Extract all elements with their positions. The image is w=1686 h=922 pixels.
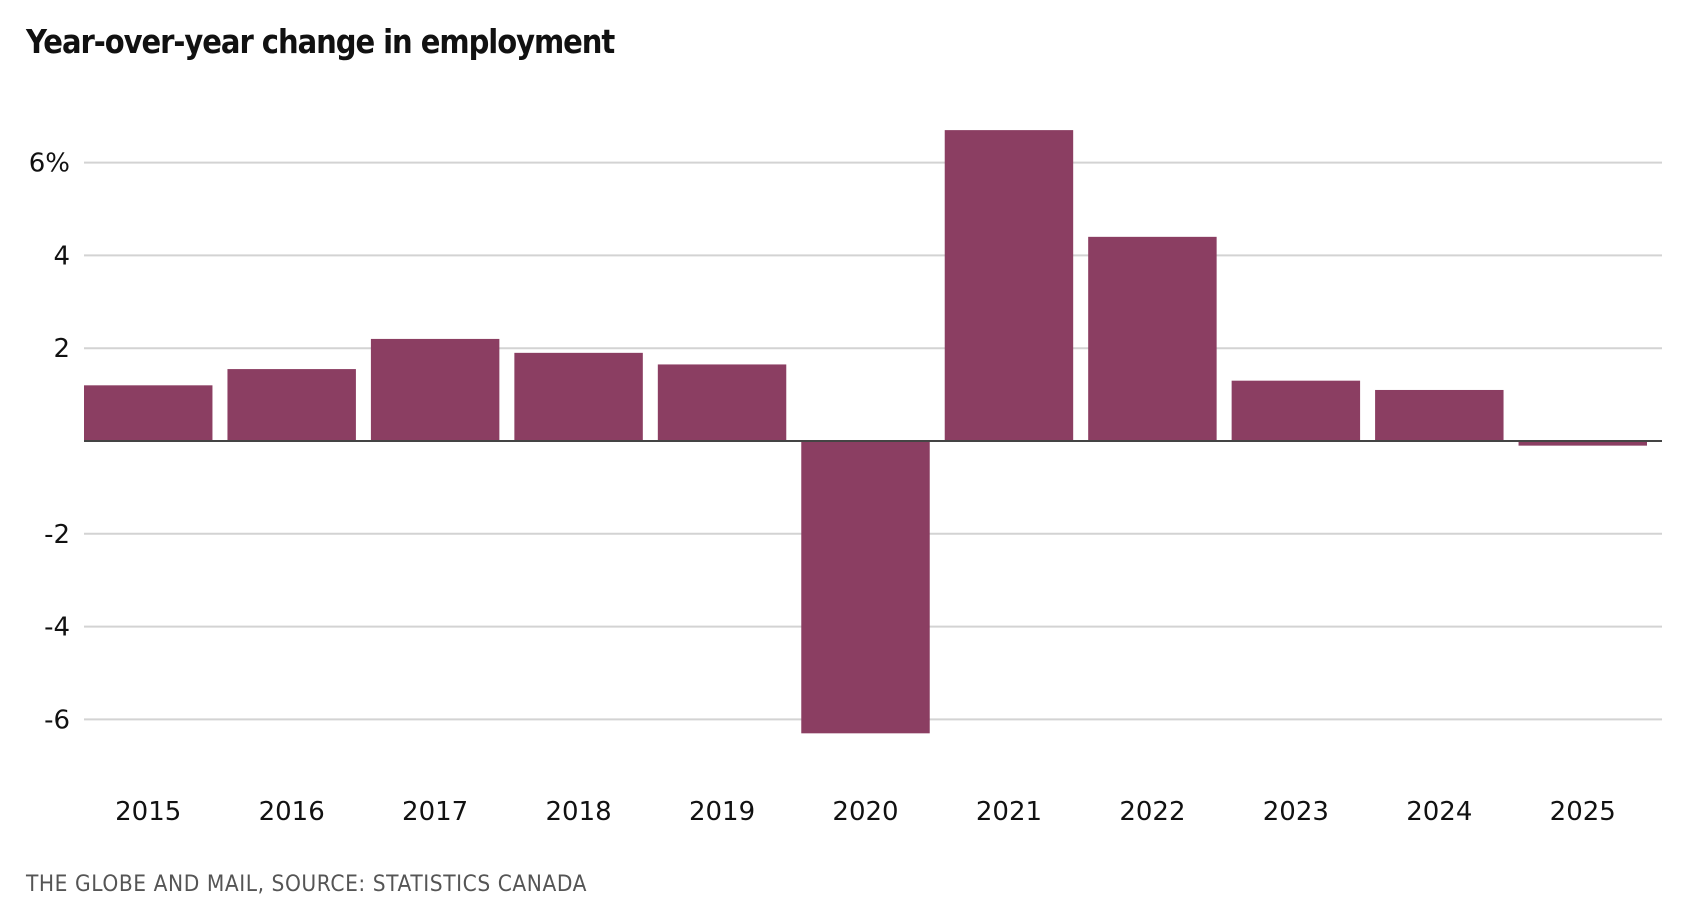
y-axis-ticks: 6% 4 2 -2 -4 -6 (29, 149, 70, 736)
x-tick-label: 2018 (546, 797, 612, 827)
x-tick-label: 2022 (1119, 797, 1185, 827)
x-tick-label: 2025 (1550, 797, 1616, 827)
bar-2017 (370, 338, 500, 441)
y-tick-label: -2 (44, 520, 70, 550)
chart-title: Year-over-year change in employment (26, 22, 615, 61)
bar-2021 (944, 130, 1074, 441)
bar-2016 (227, 369, 356, 441)
y-tick-label: -6 (44, 705, 70, 735)
x-tick-label: 2016 (259, 797, 325, 827)
x-tick-label: 2024 (1406, 797, 1472, 827)
bar-2019 (657, 364, 787, 441)
bar-2018 (514, 352, 643, 441)
x-tick-label: 2019 (689, 797, 755, 827)
y-tick-label: 4 (53, 241, 70, 271)
x-tick-label: 2017 (402, 797, 468, 827)
x-tick-label: 2021 (976, 797, 1042, 827)
bar-chart: 6%42-2-4-6 2015 2016 2017 2018 2019 2020 2021 2… (29, 130, 1662, 827)
bar-2015 (84, 385, 213, 441)
bar-2022 (1088, 236, 1217, 441)
y-tick-label: -4 (44, 613, 70, 643)
bar-2020 (801, 441, 930, 734)
x-tick-label: 2015 (115, 797, 181, 827)
bar-2025 (1518, 441, 1647, 446)
x-tick-label: 2023 (1263, 797, 1329, 827)
bar-2024 (1375, 389, 1504, 441)
source-note: THE GLOBE AND MAIL, SOURCE: STATISTICS C… (26, 872, 588, 897)
x-axis-ticks: 2015 2016 2017 2018 2019 2020 2021 2022 2023 2024… (115, 797, 1616, 827)
bars (84, 130, 1647, 734)
x-tick-label: 2020 (832, 797, 898, 827)
bar-2023 (1231, 380, 1361, 441)
y-tick-label: 6% (29, 149, 70, 179)
y-tick-label: 2 (53, 334, 70, 364)
